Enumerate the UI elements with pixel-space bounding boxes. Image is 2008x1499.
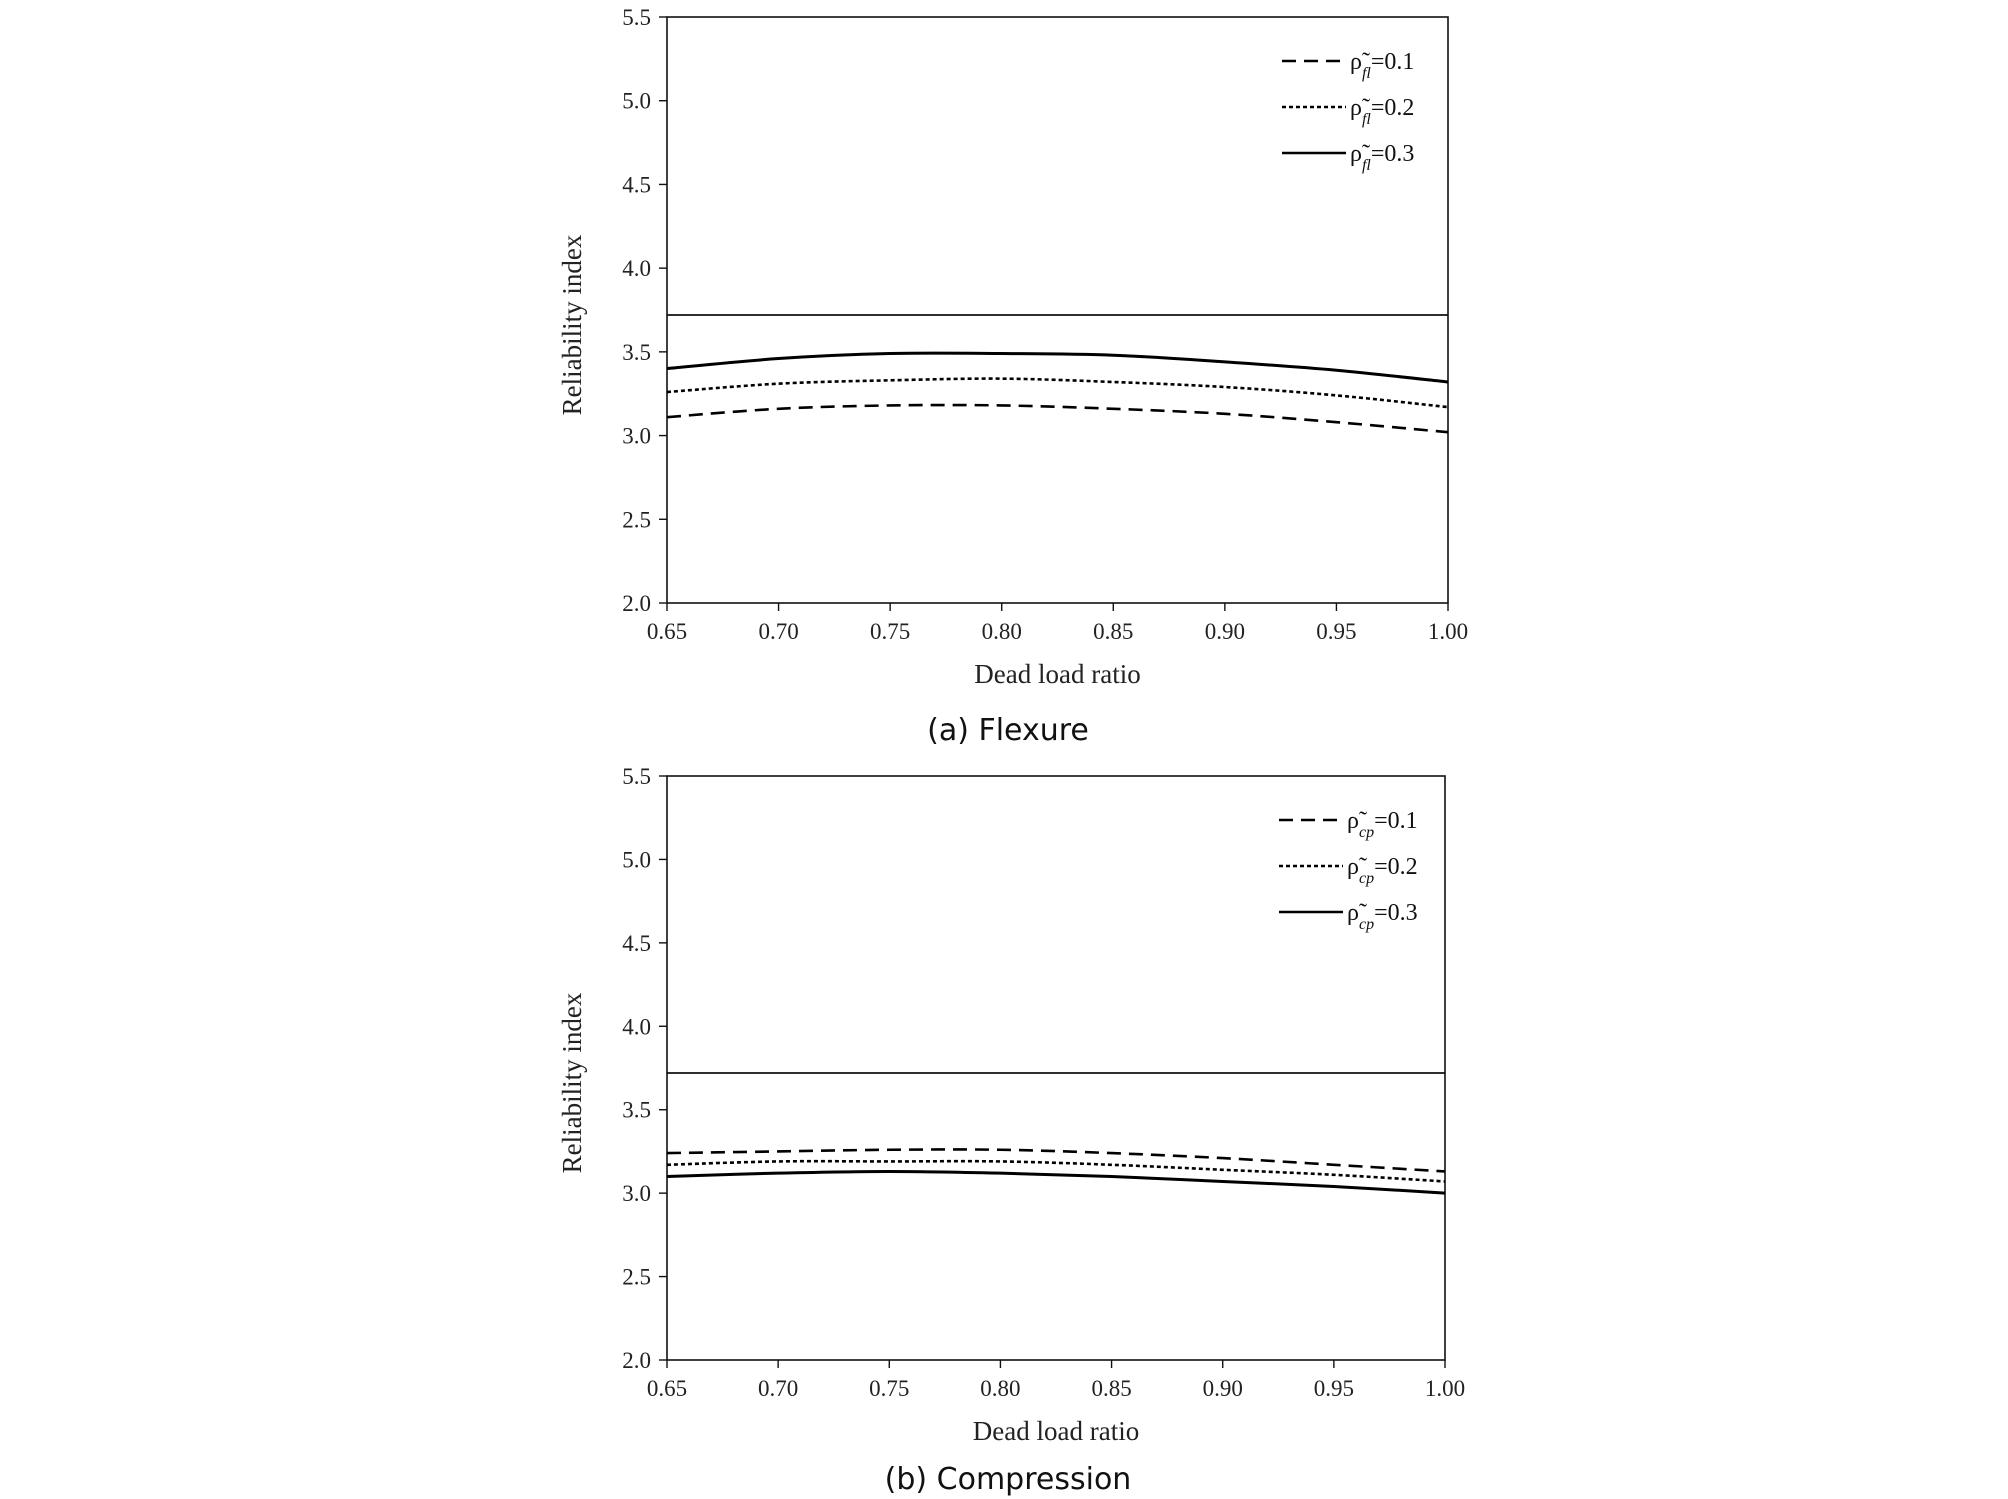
y-axis-title: Reliability index	[557, 234, 587, 415]
figure-caption: (a) Flexure	[927, 713, 1089, 748]
legend-label-2: ρ̃cp=0.2	[1347, 854, 1418, 887]
x-tick-label: 1.00	[1425, 1376, 1465, 1401]
y-tick-label: 5.0	[622, 89, 651, 114]
y-tick-label: 3.0	[622, 1181, 651, 1206]
series-line-1	[666, 403, 1449, 434]
x-tick-label: 0.95	[1316, 619, 1356, 644]
x-tick-label: 0.90	[1203, 1376, 1243, 1401]
y-axis-title: Reliability index	[557, 992, 587, 1173]
x-tick-label: 0.80	[982, 619, 1022, 644]
chart-compression: 0.65 0.70 0.75 0.80 0.85 0.90 0.95 1.00 2.0 2.5 3.…	[557, 764, 1465, 1497]
x-tick-label: 0.65	[647, 619, 687, 644]
series-line-3	[666, 351, 1449, 384]
x-tick-label: 0.65	[647, 1376, 687, 1401]
x-tick-label: 0.85	[1091, 1376, 1131, 1401]
y-tick-label: 5.5	[622, 5, 651, 30]
x-tick-label: 0.75	[869, 1376, 909, 1401]
y-tick-label: 4.0	[622, 1014, 651, 1039]
x-tick-label: 0.90	[1205, 619, 1245, 644]
y-tick-label: 3.5	[622, 1098, 651, 1123]
legend-label-1: ρ̃cp=0.1	[1347, 808, 1418, 841]
x-tick-label: 1.00	[1428, 619, 1468, 644]
y-tick-label: 3.5	[622, 340, 651, 365]
y-tick-label: 4.0	[622, 256, 651, 281]
figure-caption: (b) Compression	[885, 1462, 1132, 1497]
x-axis-title: Dead load ratio	[974, 659, 1140, 689]
series-line-3	[666, 1169, 1446, 1195]
y-tick-label: 3.0	[622, 424, 651, 449]
x-tick-label: 0.75	[870, 619, 910, 644]
chart-flexure: 0.65 0.70 0.75 0.80 0.85 0.90 0.95 1.00 2.0 2.5 3.…	[557, 5, 1468, 748]
x-tick-label: 0.85	[1093, 619, 1133, 644]
series-line-2	[666, 377, 1449, 409]
series-line-1	[666, 1148, 1446, 1173]
legend-label-1: ρ̃fl=0.1	[1350, 49, 1414, 82]
x-axis-title: Dead load ratio	[973, 1416, 1139, 1446]
y-tick-label: 2.5	[622, 1265, 651, 1290]
legend-label-3: ρ̃cp=0.3	[1347, 900, 1418, 933]
y-tick-label: 4.5	[622, 931, 651, 956]
y-tick-label: 2.0	[622, 1348, 651, 1373]
legend-label-2: ρ̃fl=0.2	[1350, 95, 1414, 128]
x-tick-label: 0.95	[1314, 1376, 1354, 1401]
legend-label-3: ρ̃fl=0.3	[1350, 141, 1414, 174]
y-tick-label: 2.5	[622, 507, 651, 532]
y-tick-label: 4.5	[622, 172, 651, 197]
plot-frame	[666, 775, 1446, 1361]
x-tick-label: 0.70	[758, 619, 798, 644]
plot-frame	[666, 16, 1449, 604]
series-line-2	[666, 1159, 1446, 1183]
x-tick-label: 0.70	[758, 1376, 798, 1401]
y-tick-label: 5.5	[622, 764, 651, 789]
y-tick-label: 2.0	[622, 591, 651, 616]
y-tick-label: 5.0	[622, 847, 651, 872]
x-tick-label: 0.80	[980, 1376, 1020, 1401]
